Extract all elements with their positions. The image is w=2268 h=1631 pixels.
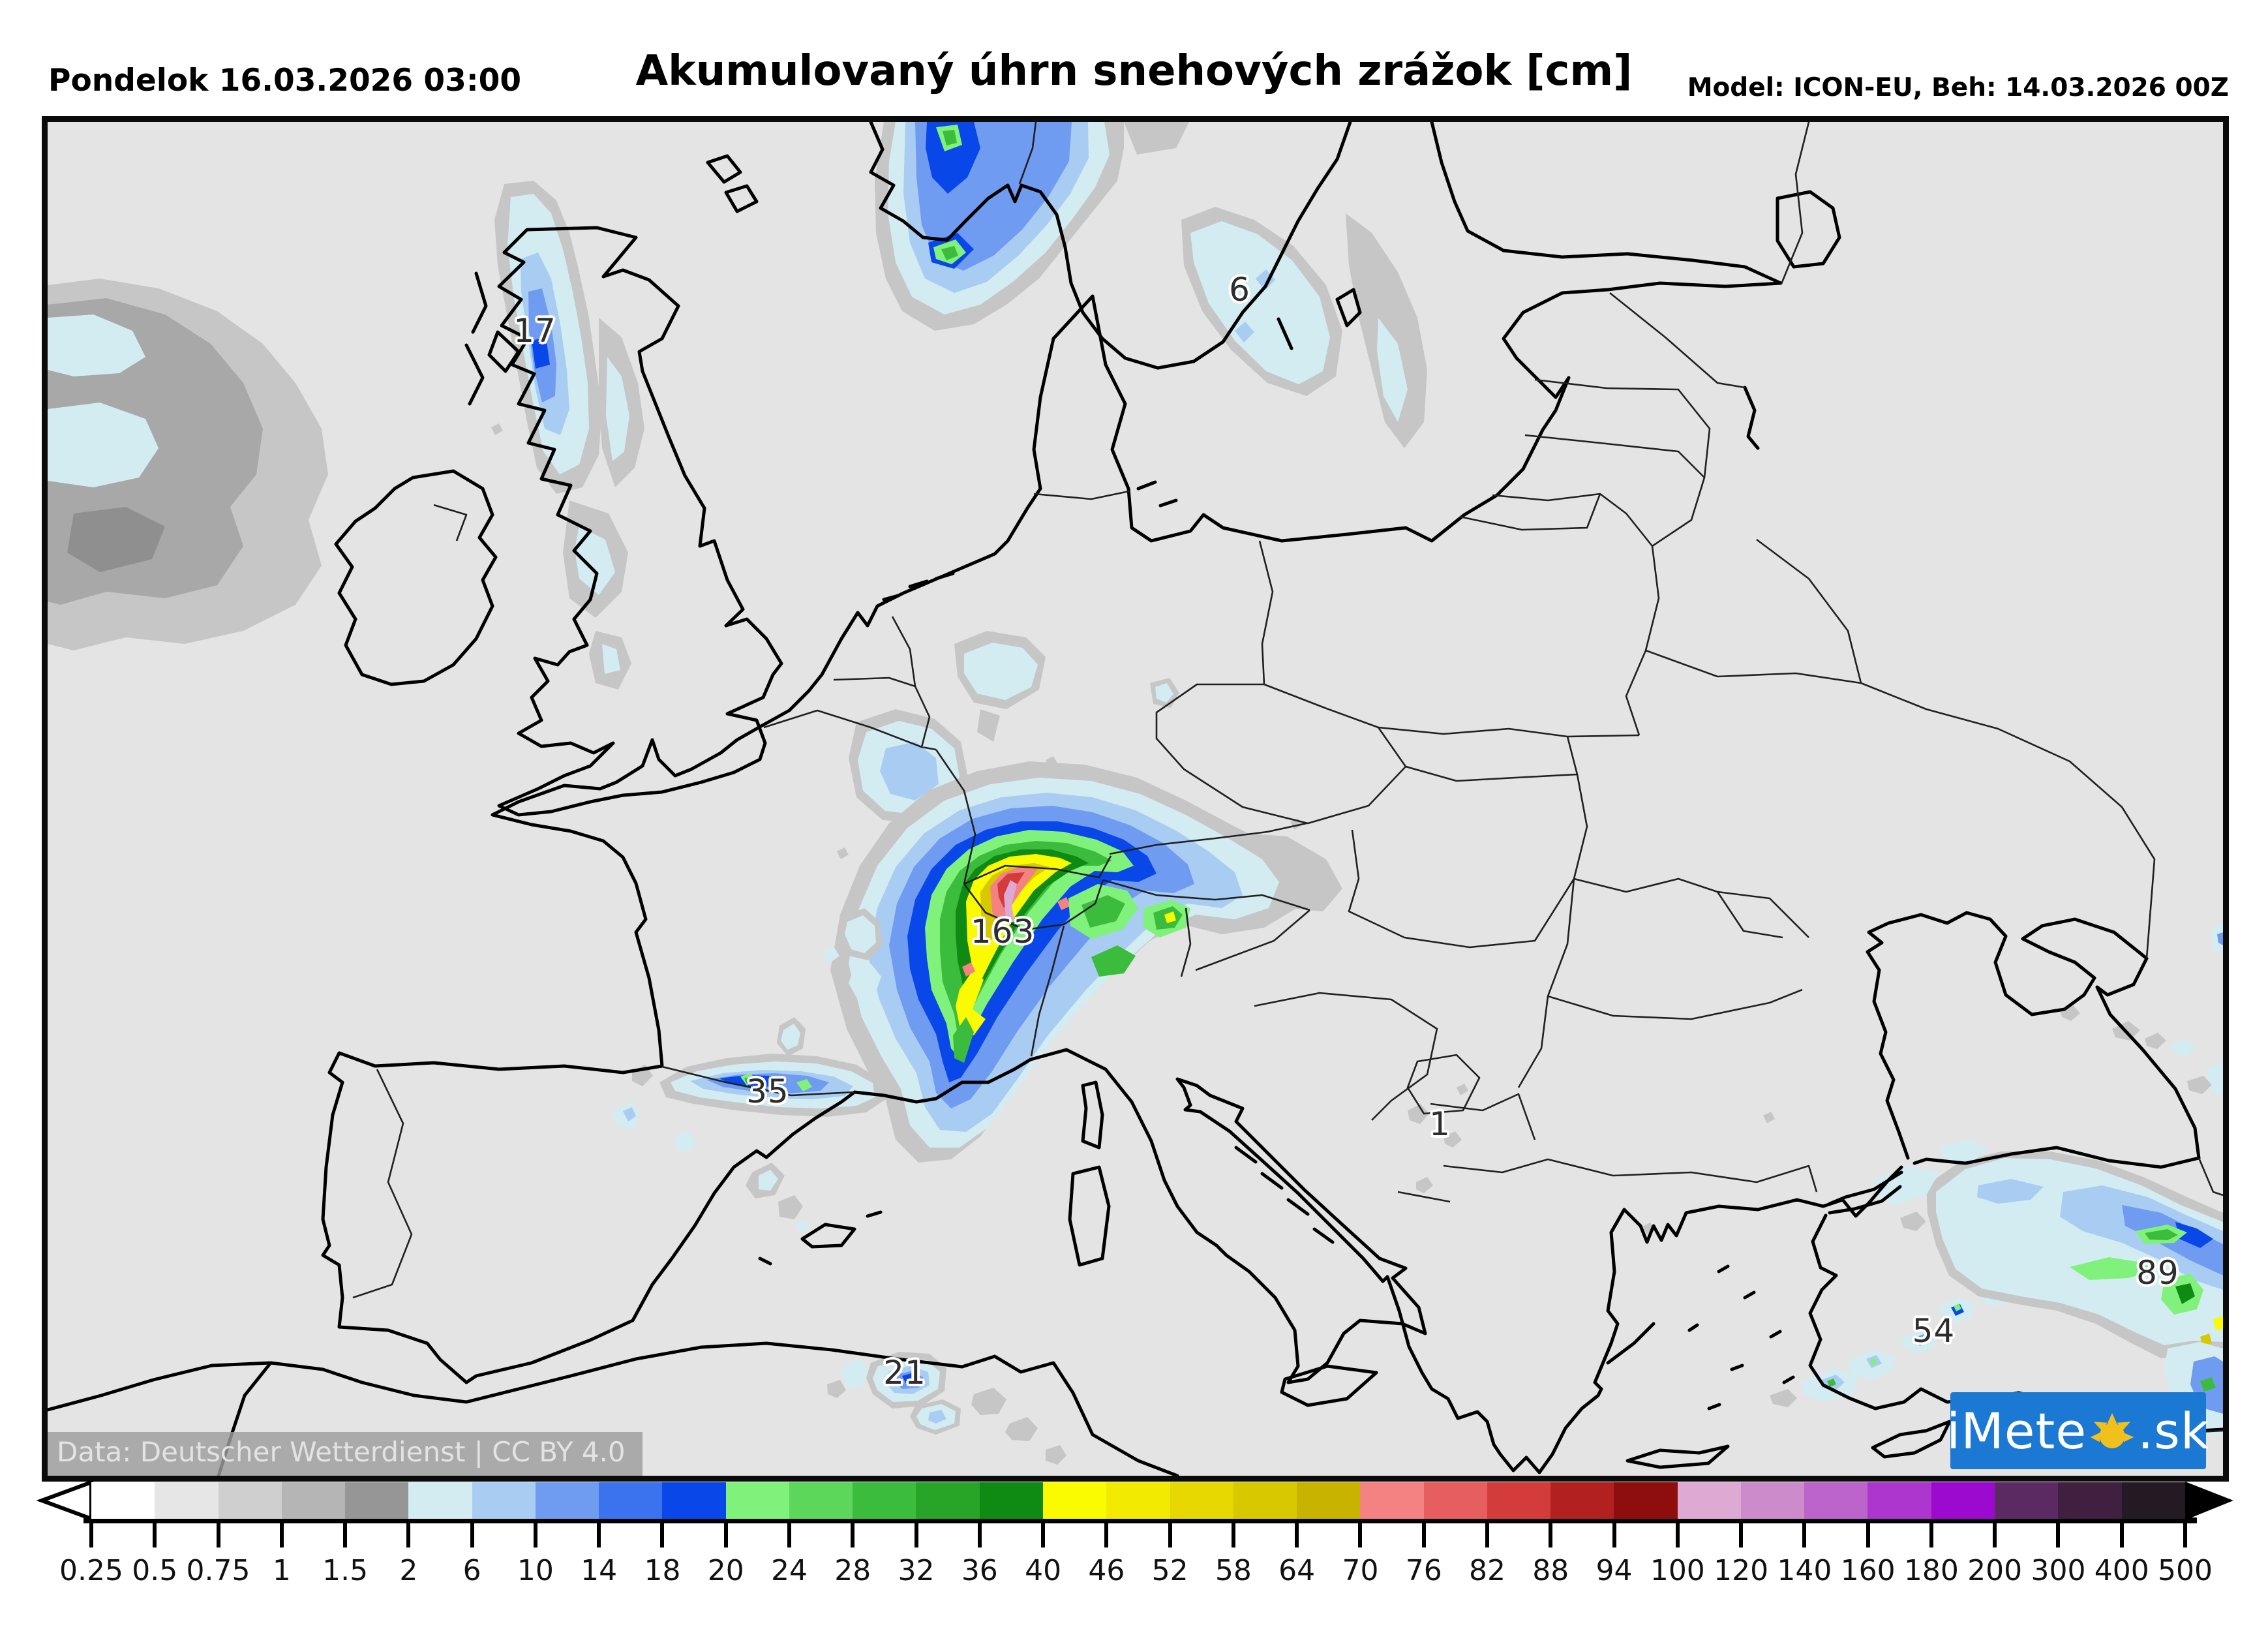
scale-segment	[853, 1482, 916, 1519]
scale-segment	[916, 1482, 980, 1519]
scale-segment	[1740, 1482, 1805, 1519]
scale-segment	[599, 1482, 663, 1519]
scale-segment	[1106, 1482, 1170, 1519]
scale-segment	[1614, 1482, 1678, 1519]
map-canvas	[46, 120, 2225, 1478]
scale-segment	[1233, 1482, 1297, 1519]
scale-right-arrow	[2185, 1482, 2233, 1520]
imeteo-logo[interactable]: iMete .sk	[1946, 1392, 2209, 1469]
scale-segment	[218, 1482, 282, 1519]
scale-segment	[1360, 1482, 1424, 1519]
country-borders	[352, 121, 2224, 1436]
scale-segment	[1994, 1482, 2059, 1519]
scale-segment	[789, 1482, 853, 1519]
scale-segment	[91, 1482, 155, 1519]
page-title: Akumulovaný úhrn snehových zrážok [cm]	[635, 47, 1633, 95]
timestamp-label: Pondelok 16.03.2026 03:00	[48, 63, 522, 99]
scale-segment	[2121, 1482, 2185, 1519]
scale-segment	[1931, 1482, 1995, 1519]
data-attribution: Data: Deutscher Wetterdienst | CC BY 4.0	[48, 1432, 643, 1476]
scale-left-arrow	[36, 1481, 93, 1522]
scale-band	[91, 1482, 2185, 1519]
scale-segment	[281, 1482, 346, 1519]
scale-segment	[1487, 1482, 1551, 1519]
scale-segment	[1297, 1482, 1361, 1519]
scale-segment	[1423, 1482, 1487, 1519]
scale-segment	[1867, 1482, 1931, 1519]
sun-icon	[2088, 1409, 2136, 1457]
coastlines	[46, 120, 2225, 1478]
model-run-label: Model: ICON-EU, Beh: 14.03.2026 00Z	[1687, 73, 2229, 102]
scale-segment	[155, 1482, 219, 1519]
scale-segment	[408, 1482, 472, 1519]
scale-segment	[1042, 1482, 1107, 1519]
scale-segment	[1550, 1482, 1614, 1519]
scale-segment	[725, 1482, 789, 1519]
scale-segment	[472, 1482, 536, 1519]
map-frame: 17 6 163 35 1 21 54 89 Data: Deutscher Wetterdi…	[42, 116, 2229, 1482]
scale-segment	[535, 1482, 599, 1519]
snowfall-color-scale: 0.25 0.5 0.75 1 1.5 2 6 10 14 18 20 24 28 32 36 40 46 52 5…	[0, 1481, 2268, 1631]
scale-segment	[345, 1482, 409, 1519]
snowfall-contours	[48, 122, 2223, 1465]
scale-segment	[1677, 1482, 1741, 1519]
scale-segment	[2058, 1482, 2122, 1519]
scale-segment	[979, 1482, 1043, 1519]
scale-segment	[662, 1482, 726, 1519]
scale-segment	[1170, 1482, 1233, 1519]
logo-text-prefix: iMete	[1946, 1401, 2087, 1460]
logo-text-suffix: .sk	[2138, 1401, 2210, 1460]
scale-segment	[1804, 1482, 1868, 1519]
